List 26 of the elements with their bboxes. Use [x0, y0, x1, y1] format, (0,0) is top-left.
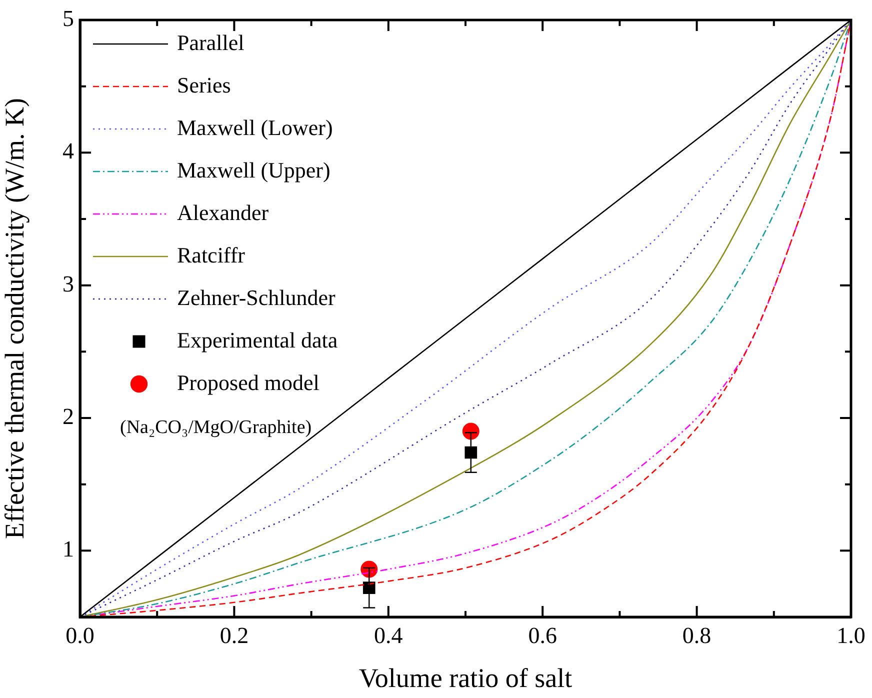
legend-label: Alexander — [177, 200, 270, 225]
x-axis-title: Volume ratio of salt — [358, 662, 573, 693]
y-tick-label: 3 — [62, 271, 74, 296]
y-tick-label: 4 — [62, 138, 74, 164]
legend-label: Zehner-Schlunder — [177, 284, 336, 310]
x-tick-label: 0.6 — [528, 622, 557, 648]
point — [464, 446, 478, 459]
legend-label: Maxwell (Upper) — [177, 157, 330, 182]
point — [362, 582, 376, 594]
y-axis-title: Effective thermal conductivity (W/m. K) — [0, 98, 30, 540]
y-tick-label: 2 — [62, 404, 74, 430]
x-tick-label: 1.0 — [836, 622, 866, 648]
point — [462, 422, 480, 440]
x-tick-label: 0.4 — [374, 622, 404, 648]
y-tick-label: 1 — [62, 536, 74, 562]
legend-label: Series — [177, 72, 231, 98]
x-tick-label: 0.8 — [682, 622, 712, 648]
legend-label: Maxwell (Lower) — [177, 114, 333, 140]
annotation: (Na₂CO₃/MgO/Graphite) — [120, 416, 312, 438]
y-tick-label: 5 — [62, 6, 74, 32]
legend-label: Parallel — [177, 30, 244, 55]
x-tick-label: 0.2 — [220, 622, 249, 648]
legend-label: Ratciffr — [177, 242, 246, 268]
legend-label: Experimental data — [177, 327, 338, 352]
x-tick-label: 0.0 — [66, 622, 94, 648]
legend-label: Proposed model — [177, 370, 320, 395]
